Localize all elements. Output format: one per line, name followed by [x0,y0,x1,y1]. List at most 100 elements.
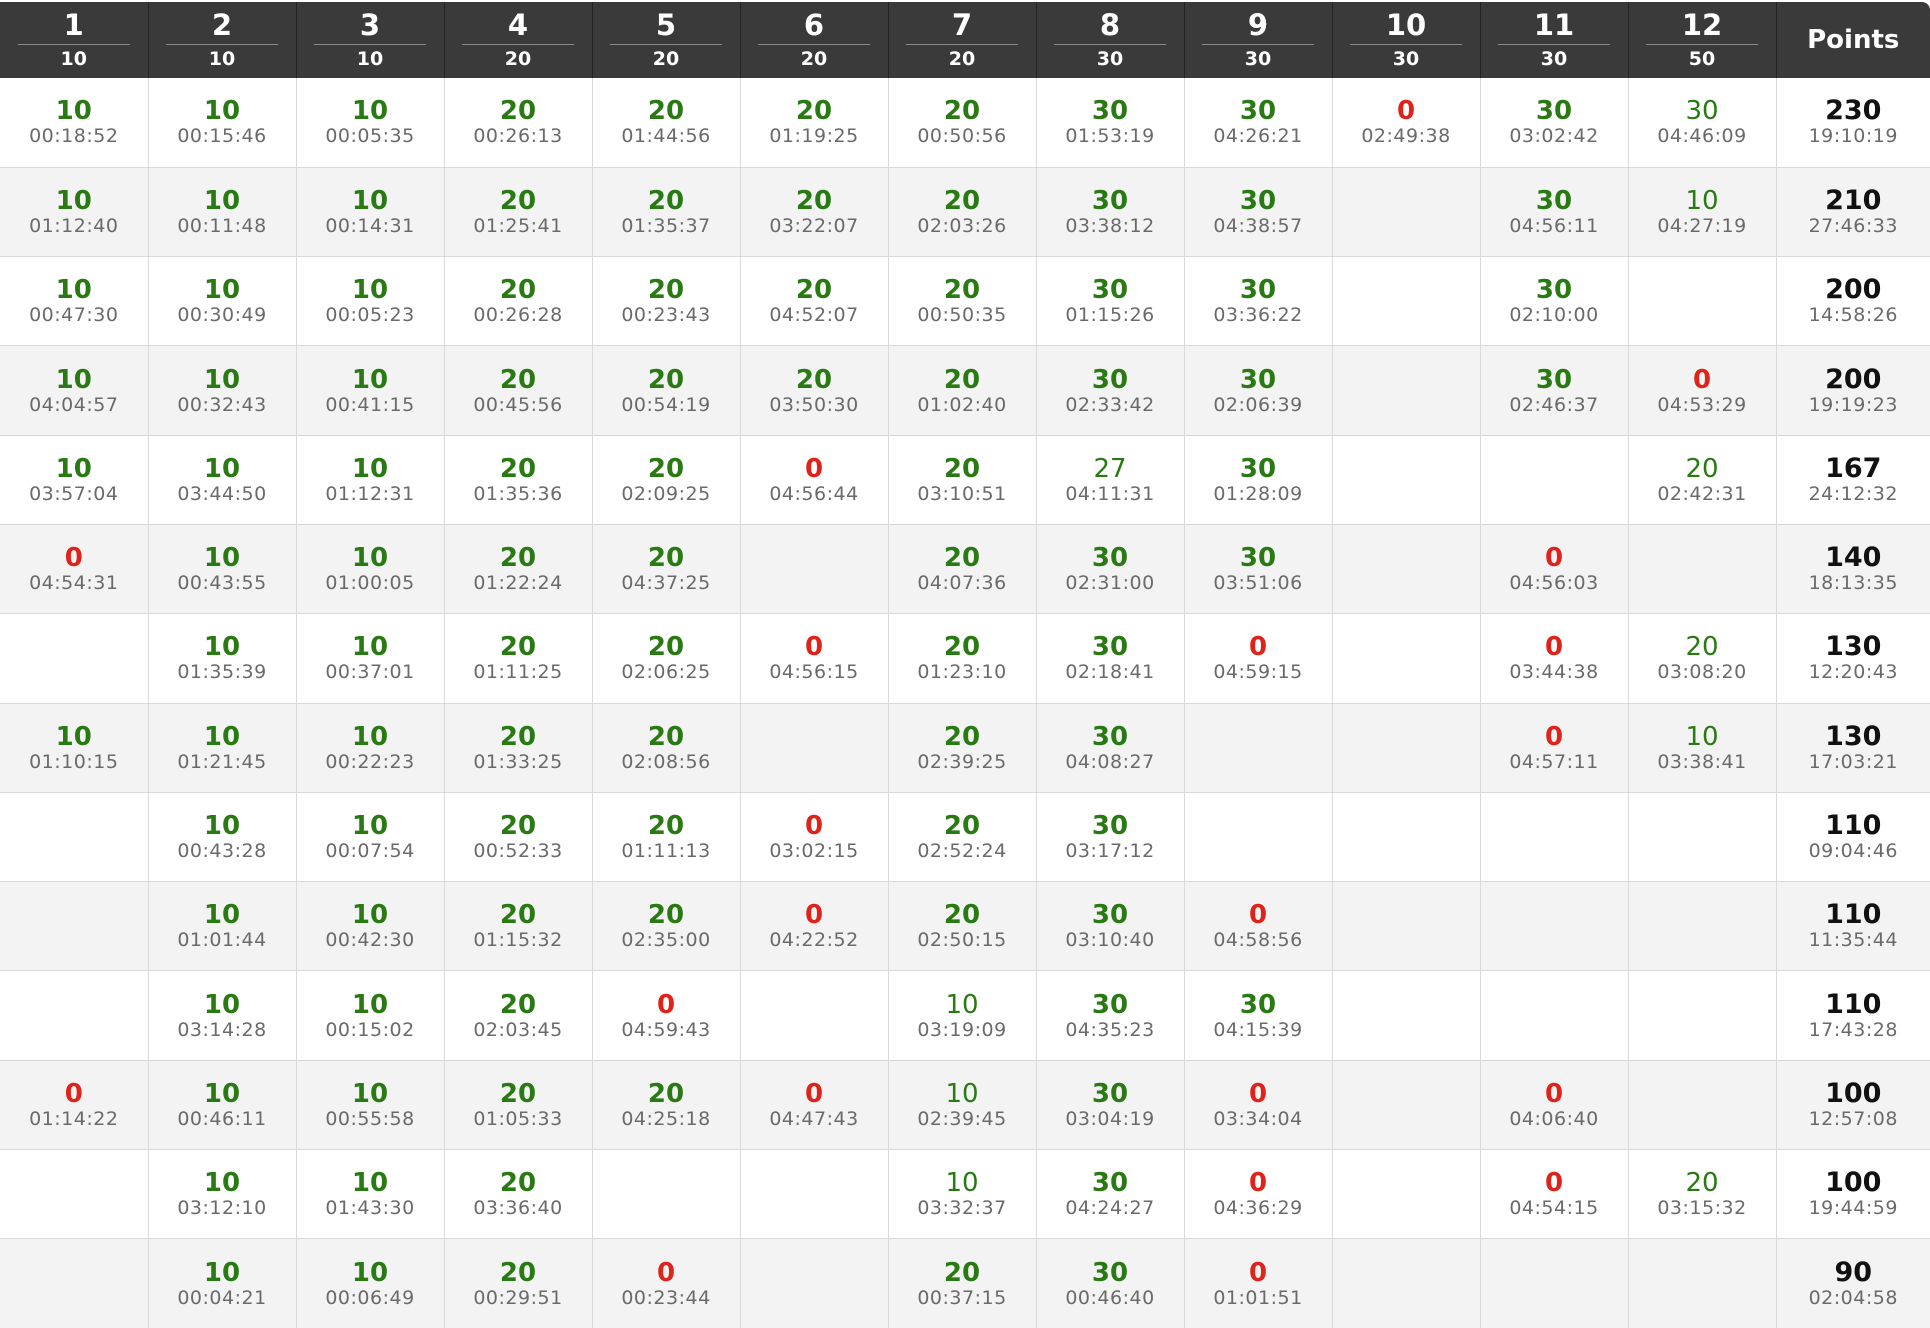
problem-header-1[interactable]: 1 10 [0,2,149,78]
result-cell[interactable]: 10 00:46:11 [148,1060,297,1151]
problem-header-6[interactable]: 6 20 [740,2,889,78]
result-cell[interactable]: 10 01:35:39 [148,613,297,704]
result-cell[interactable]: 10 00:14:31 [296,167,445,258]
result-cell[interactable]: 0 04:54:15 [1480,1149,1629,1240]
result-cell[interactable]: 10 00:04:21 [148,1238,297,1328]
result-cell[interactable]: 10 01:00:05 [296,524,445,615]
result-cell[interactable]: 0 04:59:43 [592,970,741,1061]
result-cell[interactable]: 10 00:05:35 [296,78,445,168]
result-cell[interactable]: 20 04:25:18 [592,1060,741,1151]
result-cell[interactable]: 20 02:42:31 [1628,435,1777,525]
result-cell[interactable]: 20 01:19:25 [740,78,889,168]
problem-header-5[interactable]: 5 20 [592,2,741,78]
problem-header-9[interactable]: 9 30 [1184,2,1333,78]
result-cell[interactable]: 20 00:52:33 [444,792,593,883]
result-cell[interactable]: 30 04:15:39 [1184,970,1333,1061]
result-cell[interactable]: 0 03:02:15 [740,792,889,883]
result-cell[interactable]: 10 03:57:04 [0,435,149,525]
result-cell[interactable]: 10 04:27:19 [1628,167,1777,258]
result-cell[interactable]: 10 03:38:41 [1628,703,1777,793]
result-cell[interactable]: 10 01:12:31 [296,435,445,525]
result-cell[interactable]: 20 00:26:13 [444,78,593,168]
result-cell[interactable]: 30 02:18:41 [1036,613,1185,704]
result-cell[interactable]: 20 04:37:25 [592,524,741,615]
result-cell[interactable]: 20 01:22:24 [444,524,593,615]
result-cell[interactable]: 10 00:37:01 [296,613,445,704]
result-cell[interactable]: 0 04:53:29 [1628,345,1777,436]
result-cell[interactable]: 0 01:01:51 [1184,1238,1333,1328]
result-cell[interactable]: 10 00:30:49 [148,256,297,347]
result-cell[interactable]: 0 00:23:44 [592,1238,741,1328]
result-cell[interactable]: 20 03:08:20 [1628,613,1777,704]
result-cell[interactable]: 20 01:02:40 [888,345,1037,436]
result-cell[interactable]: 20 01:11:13 [592,792,741,883]
result-cell[interactable]: 30 03:51:06 [1184,524,1333,615]
result-cell[interactable]: 10 00:07:54 [296,792,445,883]
result-cell[interactable]: 30 04:08:27 [1036,703,1185,793]
result-cell[interactable]: 20 03:10:51 [888,435,1037,525]
result-cell[interactable]: 20 04:07:36 [888,524,1037,615]
result-cell[interactable]: 30 03:02:42 [1480,78,1629,168]
result-cell[interactable]: 20 03:36:40 [444,1149,593,1240]
result-cell[interactable]: 0 04:59:15 [1184,613,1333,704]
result-cell[interactable]: 20 01:11:25 [444,613,593,704]
result-cell[interactable]: 10 00:22:23 [296,703,445,793]
result-cell[interactable]: 10 01:10:15 [0,703,149,793]
result-cell[interactable]: 20 03:22:07 [740,167,889,258]
result-cell[interactable]: 10 03:19:09 [888,970,1037,1061]
result-cell[interactable]: 0 03:44:38 [1480,613,1629,704]
result-cell[interactable]: 20 01:23:10 [888,613,1037,704]
result-cell[interactable]: 20 00:29:51 [444,1238,593,1328]
result-cell[interactable]: 20 00:50:35 [888,256,1037,347]
result-cell[interactable]: 10 00:06:49 [296,1238,445,1328]
result-cell[interactable]: 10 01:43:30 [296,1149,445,1240]
result-cell[interactable]: 30 04:38:57 [1184,167,1333,258]
result-cell[interactable]: 20 02:09:25 [592,435,741,525]
result-cell[interactable]: 0 04:57:11 [1480,703,1629,793]
result-cell[interactable]: 20 02:50:15 [888,881,1037,972]
result-cell[interactable]: 0 01:14:22 [0,1060,149,1151]
result-cell[interactable]: 20 02:39:25 [888,703,1037,793]
result-cell[interactable]: 30 02:10:00 [1480,256,1629,347]
result-cell[interactable]: 20 01:44:56 [592,78,741,168]
result-cell[interactable]: 10 03:14:28 [148,970,297,1061]
result-cell[interactable]: 20 01:33:25 [444,703,593,793]
result-cell[interactable]: 20 02:08:56 [592,703,741,793]
result-cell[interactable]: 30 04:35:23 [1036,970,1185,1061]
result-cell[interactable]: 30 04:46:09 [1628,78,1777,168]
result-cell[interactable]: 30 01:53:19 [1036,78,1185,168]
result-cell[interactable]: 0 04:58:56 [1184,881,1333,972]
problem-header-4[interactable]: 4 20 [444,2,593,78]
result-cell[interactable]: 20 01:35:37 [592,167,741,258]
result-cell[interactable]: 10 00:43:28 [148,792,297,883]
result-cell[interactable]: 10 00:42:30 [296,881,445,972]
result-cell[interactable]: 20 02:03:26 [888,167,1037,258]
result-cell[interactable]: 30 00:46:40 [1036,1238,1185,1328]
result-cell[interactable]: 30 03:36:22 [1184,256,1333,347]
result-cell[interactable]: 30 02:33:42 [1036,345,1185,436]
result-cell[interactable]: 20 02:06:25 [592,613,741,704]
problem-header-11[interactable]: 11 30 [1480,2,1629,78]
result-cell[interactable]: 30 04:26:21 [1184,78,1333,168]
result-cell[interactable]: 0 04:54:31 [0,524,149,615]
result-cell[interactable]: 20 03:50:30 [740,345,889,436]
result-cell[interactable]: 20 03:15:32 [1628,1149,1777,1240]
result-cell[interactable]: 30 04:56:11 [1480,167,1629,258]
result-cell[interactable]: 27 04:11:31 [1036,435,1185,525]
result-cell[interactable]: 30 01:28:09 [1184,435,1333,525]
result-cell[interactable]: 20 00:45:56 [444,345,593,436]
result-cell[interactable]: 20 02:52:24 [888,792,1037,883]
result-cell[interactable]: 10 00:15:02 [296,970,445,1061]
result-cell[interactable]: 0 04:22:52 [740,881,889,972]
points-header[interactable]: Points [1776,2,1930,78]
result-cell[interactable]: 10 02:39:45 [888,1060,1037,1151]
result-cell[interactable]: 10 00:43:55 [148,524,297,615]
result-cell[interactable]: 10 00:18:52 [0,78,149,168]
result-cell[interactable]: 10 03:12:10 [148,1149,297,1240]
result-cell[interactable]: 20 01:15:32 [444,881,593,972]
result-cell[interactable]: 0 03:34:04 [1184,1060,1333,1151]
result-cell[interactable]: 10 01:01:44 [148,881,297,972]
result-cell[interactable]: 0 04:56:03 [1480,524,1629,615]
result-cell[interactable]: 30 03:10:40 [1036,881,1185,972]
result-cell[interactable]: 20 01:05:33 [444,1060,593,1151]
